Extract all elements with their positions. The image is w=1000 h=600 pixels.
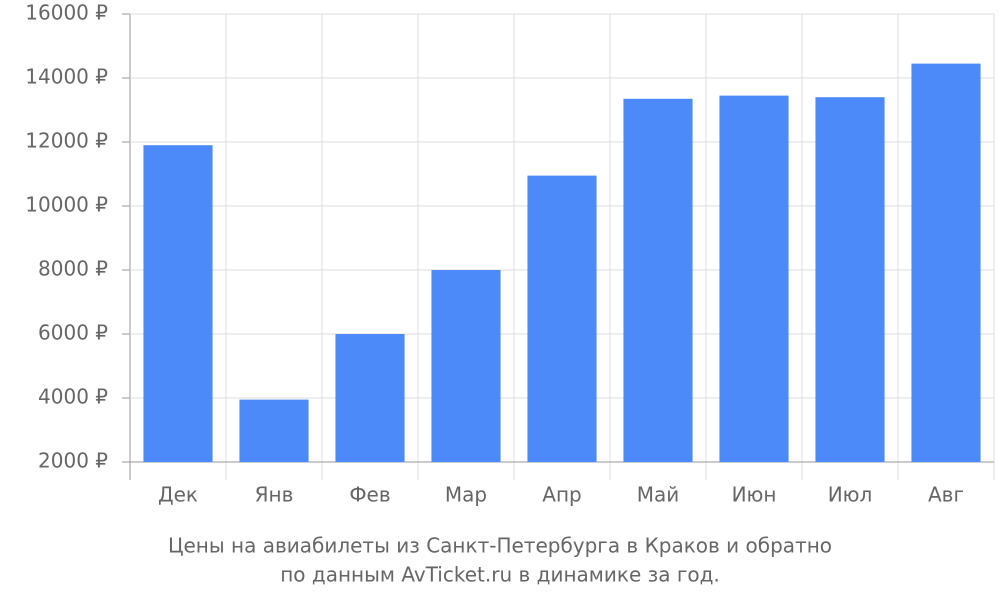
y-tick-label: 14000 ₽	[25, 65, 108, 89]
caption: Цены на авиабилеты из Санкт-Петербурга в…	[168, 534, 832, 558]
bar	[143, 145, 213, 462]
bar	[527, 175, 597, 462]
x-tick-label: Июл	[828, 483, 873, 507]
caption: по данным AvTicket.ru в динамике за год.	[280, 563, 720, 587]
x-tick-label: Май	[637, 483, 680, 507]
y-tick-label: 16000 ₽	[25, 1, 108, 25]
y-tick-label: 4000 ₽	[38, 385, 108, 409]
y-tick-label: 12000 ₽	[25, 129, 108, 153]
bar	[911, 63, 981, 462]
y-tick-label: 6000 ₽	[38, 321, 108, 345]
x-tick-label: Авг	[928, 483, 964, 507]
bar	[623, 98, 693, 463]
x-tick-label: Дек	[158, 483, 198, 507]
y-tick-label: 2000 ₽	[38, 449, 108, 473]
x-tick-label: Апр	[542, 483, 581, 507]
x-tick-label: Фев	[349, 483, 390, 507]
x-tick-label: Мар	[445, 483, 487, 507]
bar	[335, 334, 405, 462]
y-tick-label: 8000 ₽	[38, 257, 108, 281]
x-tick-label: Янв	[255, 483, 294, 507]
bar	[719, 95, 789, 462]
x-tick-label: Июн	[732, 483, 777, 507]
bar	[431, 270, 501, 462]
bar	[815, 97, 885, 462]
bar	[239, 399, 309, 462]
y-tick-label: 10000 ₽	[25, 193, 108, 217]
